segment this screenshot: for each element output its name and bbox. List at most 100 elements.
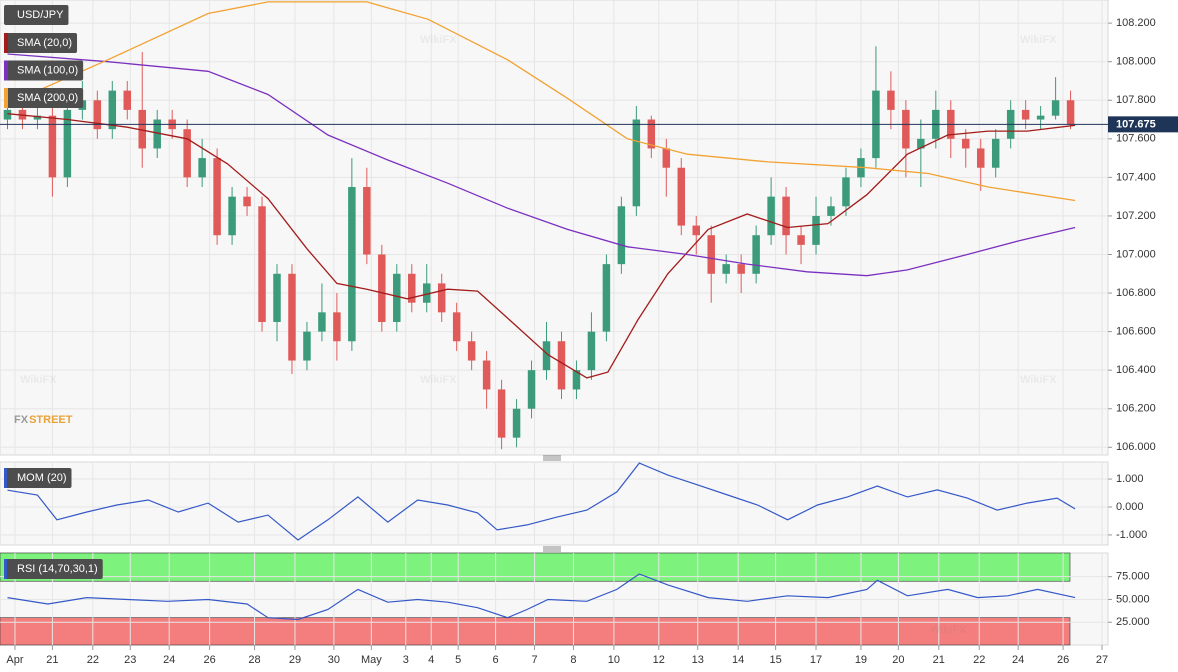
x-tick-label: 8 xyxy=(570,654,576,666)
x-tick-label: 15 xyxy=(769,654,781,666)
candle-body xyxy=(273,273,281,322)
x-tick-label: 3 xyxy=(403,654,409,666)
legend-entry: SMA (100,0) xyxy=(4,60,84,81)
candle-body xyxy=(108,90,117,130)
logo-street: STREET xyxy=(29,414,73,426)
legend-entry-swatch xyxy=(4,33,8,53)
x-tick-label: 17 xyxy=(810,654,822,666)
watermark: WikiFX xyxy=(420,34,457,46)
y-tick-label: 106.000 xyxy=(1116,441,1156,453)
candle-body xyxy=(1036,115,1045,120)
panel-title-text: MOM (20) xyxy=(17,472,67,484)
candle-body xyxy=(482,360,491,390)
indicator-line xyxy=(7,462,1076,541)
candle-body xyxy=(33,115,42,120)
indicator-line xyxy=(7,573,1076,621)
candle-body xyxy=(527,370,536,409)
x-tick-label: 10 xyxy=(608,654,620,666)
candle-body xyxy=(93,100,102,130)
candle-body xyxy=(288,273,296,361)
y-tick-label: 50.000 xyxy=(1116,593,1150,605)
x-tick-label: May xyxy=(361,654,382,666)
last-price-tag xyxy=(1108,116,1178,133)
panel-title: MOM (20) xyxy=(4,468,72,488)
y-tick-label: 107.000 xyxy=(1116,248,1156,260)
x-tick-label: 30 xyxy=(328,654,340,666)
candle-body xyxy=(243,196,251,207)
x-tick-label: 26 xyxy=(203,654,215,666)
candle-body xyxy=(976,148,985,168)
candle-body xyxy=(782,196,790,236)
legend-entry-box xyxy=(4,33,78,53)
candle-body xyxy=(198,158,206,178)
candle-body xyxy=(63,109,72,178)
x-tick-label: 21 xyxy=(933,654,945,666)
candle-body xyxy=(737,264,745,274)
x-tick-label: 4 xyxy=(428,654,434,666)
candle-body xyxy=(827,206,835,216)
y-tick-label: 1.000 xyxy=(1116,473,1144,485)
candle-body xyxy=(303,331,311,361)
x-tick-label: 27 xyxy=(1096,654,1108,666)
candle-body xyxy=(722,264,730,274)
candle-body xyxy=(632,119,641,207)
candle-body xyxy=(378,254,386,322)
x-tick-label: 21 xyxy=(46,654,58,666)
candle-body xyxy=(557,341,566,390)
candle-body xyxy=(662,148,671,168)
x-tick-label: 26 xyxy=(1057,654,1069,666)
x-tick-label: 12 xyxy=(653,654,665,666)
panel-title-text: RSI (14,70,30,1) xyxy=(17,563,98,575)
legend-entry: SMA (20,0) xyxy=(4,33,78,53)
y-tick-label: 107.800 xyxy=(1116,94,1156,106)
sma-line xyxy=(7,1,1076,202)
candle-body xyxy=(572,370,581,390)
logo-fx: FX xyxy=(14,414,29,426)
legend-entry-text: SMA (20,0) xyxy=(17,37,72,49)
legend-entry: SMA (200,0) xyxy=(4,88,84,108)
panel-title-box xyxy=(4,559,103,579)
candle-body xyxy=(962,138,970,149)
sma-line xyxy=(7,53,1076,277)
watermark: WikiFX xyxy=(20,374,57,386)
x-tick-label: 14 xyxy=(732,654,744,666)
legend-entry-swatch xyxy=(4,60,8,81)
legend-entry-box xyxy=(4,60,84,81)
y-tick-label: 106.800 xyxy=(1116,287,1156,299)
x-tick-label: Apr xyxy=(6,654,23,666)
y-tick-label: 108.200 xyxy=(1116,17,1156,29)
y-tick-label: 107.400 xyxy=(1116,171,1156,183)
y-tick-label: 75.000 xyxy=(1116,571,1150,583)
legend-entry-swatch xyxy=(4,88,8,108)
candle-body xyxy=(48,115,57,178)
sma-line xyxy=(7,113,1076,379)
candle-body xyxy=(587,331,596,371)
chart-title-text: USD/JPY xyxy=(17,9,64,21)
candle-body xyxy=(213,158,221,236)
y-tick-label: 0.000 xyxy=(1116,501,1144,513)
candle-body xyxy=(452,312,461,342)
watermark: WikiFX xyxy=(1020,34,1057,46)
candle-body xyxy=(333,312,341,342)
candle-body xyxy=(1066,100,1075,125)
candle-body xyxy=(3,109,12,120)
candle-body xyxy=(902,109,910,149)
candle-body xyxy=(542,341,551,371)
y-tick-label: 107.600 xyxy=(1116,133,1156,145)
candle-body xyxy=(917,138,925,149)
watermark: WikiFX xyxy=(420,374,457,386)
x-tick-label: 22 xyxy=(87,654,99,666)
candle-body xyxy=(602,264,611,332)
candle-body xyxy=(752,235,760,274)
x-tick-label: 23 xyxy=(124,654,136,666)
panel-title-box xyxy=(4,468,72,488)
panel-title-swatch xyxy=(4,559,7,579)
candle-body xyxy=(812,215,820,245)
legend-entry-text: SMA (200,0) xyxy=(17,92,78,104)
candle-body xyxy=(467,341,476,361)
x-tick-label: 24 xyxy=(1012,654,1024,666)
candle-body xyxy=(437,283,446,313)
y-tick-label: 106.400 xyxy=(1116,364,1156,376)
